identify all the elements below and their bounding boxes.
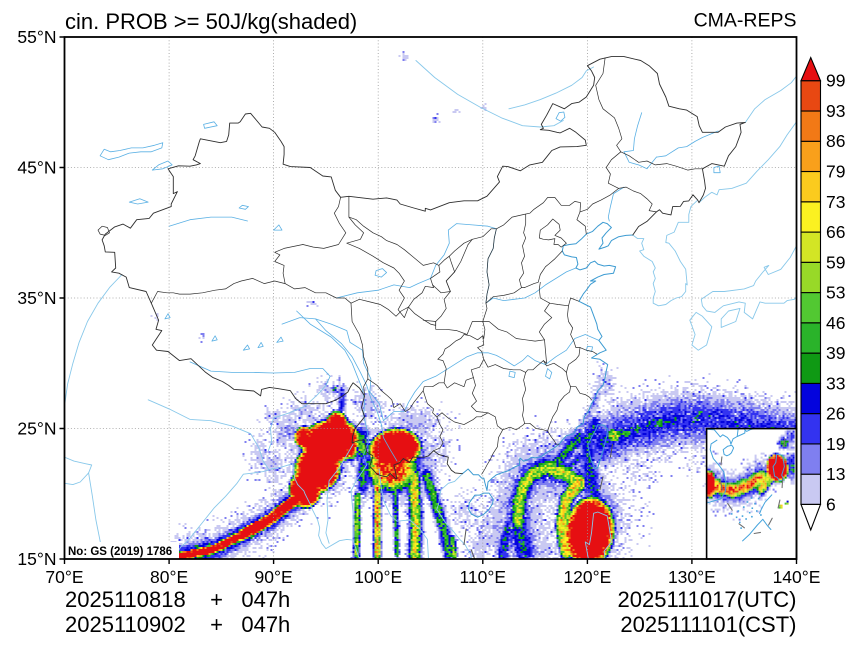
svg-text:100°E: 100°E xyxy=(354,567,402,587)
svg-text:79: 79 xyxy=(826,162,845,182)
svg-text:CMA-REPS: CMA-REPS xyxy=(694,10,797,32)
svg-text:99: 99 xyxy=(826,71,845,91)
svg-text:80°E: 80°E xyxy=(150,567,188,587)
svg-text:66: 66 xyxy=(826,222,845,242)
svg-text:cin. PROB >= 50J/kg(shaded): cin. PROB >= 50J/kg(shaded) xyxy=(65,9,357,34)
svg-text:70°E: 70°E xyxy=(45,567,83,587)
svg-text:140°E: 140°E xyxy=(773,567,821,587)
svg-text:2025111017(UTC): 2025111017(UTC) xyxy=(618,587,797,612)
svg-text:90°E: 90°E xyxy=(255,567,293,587)
svg-text:15°N: 15°N xyxy=(17,549,56,569)
svg-text:130°E: 130°E xyxy=(668,567,716,587)
svg-text:46: 46 xyxy=(826,313,845,333)
svg-text:35°N: 35°N xyxy=(17,288,56,308)
svg-text:55°N: 55°N xyxy=(17,27,56,47)
svg-text:53: 53 xyxy=(826,283,845,303)
svg-text:59: 59 xyxy=(826,252,845,272)
svg-text:2025110902 + 047h: 2025110902 + 047h xyxy=(65,612,290,637)
svg-text:2025110818 + 047h: 2025110818 + 047h xyxy=(65,587,290,612)
svg-text:2025111101(CST): 2025111101(CST) xyxy=(620,612,796,637)
svg-text:26: 26 xyxy=(826,404,845,424)
svg-text:No: GS (2019) 1786: No: GS (2019) 1786 xyxy=(68,546,172,558)
svg-text:110°E: 110°E xyxy=(460,567,507,587)
svg-text:13: 13 xyxy=(826,464,845,484)
svg-text:86: 86 xyxy=(826,131,845,151)
svg-text:6: 6 xyxy=(826,494,836,514)
svg-text:73: 73 xyxy=(826,192,845,212)
svg-text:33: 33 xyxy=(826,373,845,393)
svg-text:19: 19 xyxy=(826,434,845,454)
svg-text:93: 93 xyxy=(826,101,845,121)
svg-text:120°E: 120°E xyxy=(563,567,611,587)
svg-text:39: 39 xyxy=(826,343,845,363)
svg-text:45°N: 45°N xyxy=(17,158,56,178)
svg-text:25°N: 25°N xyxy=(17,419,56,439)
